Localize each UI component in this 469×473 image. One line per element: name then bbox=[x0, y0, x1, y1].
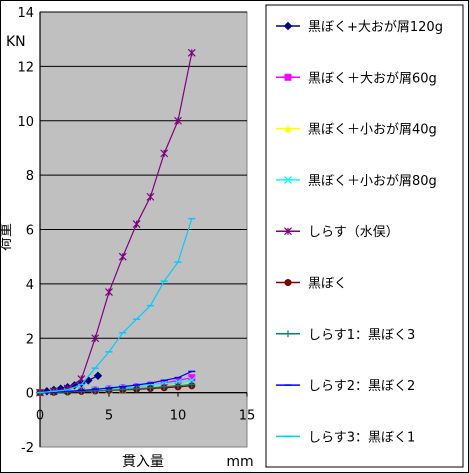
y-unit-label: KN bbox=[6, 34, 26, 50]
x-tick-label: 5 bbox=[105, 409, 113, 424]
data-point bbox=[188, 374, 196, 382]
legend-label: しらす（水俣） bbox=[308, 225, 399, 240]
series-5 bbox=[36, 48, 196, 397]
data-point bbox=[91, 334, 100, 343]
y-tick-label: 14 bbox=[17, 6, 34, 21]
x-tick-label: 10 bbox=[170, 409, 187, 424]
data-point bbox=[174, 376, 182, 384]
legend: 黒ぼく+大おが屑120g 黒ぼく＋大おが屑60g 黒ぼく＋小おが屑40g 黒ぼく＋小お… bbox=[276, 20, 443, 445]
legend-item: しらす1：黒ぼく3 bbox=[276, 328, 415, 343]
legend-label: 黒ぼく＋小おが屑80g bbox=[308, 174, 437, 189]
series-line bbox=[39, 52, 193, 394]
data-point bbox=[174, 116, 182, 125]
legend-label: 黒ぼく＋大おが屑60g bbox=[308, 71, 437, 86]
data-point bbox=[77, 387, 85, 395]
data-point bbox=[188, 380, 196, 388]
data-point bbox=[93, 371, 103, 380]
legend-marker bbox=[283, 21, 293, 31]
legend-label: 黒ぼく+大おが屑120g bbox=[308, 20, 443, 35]
legend-item: しらす（水俣） bbox=[276, 225, 399, 240]
x-axis-title: 貫入量 bbox=[122, 454, 164, 470]
y-tick-label: 4 bbox=[26, 278, 34, 293]
series-9 bbox=[36, 217, 196, 394]
y-tick-label: 8 bbox=[26, 169, 34, 184]
data-point bbox=[160, 383, 168, 391]
y-tick-label: 12 bbox=[17, 60, 34, 75]
legend-item: しらす2：黒ぼく2 bbox=[276, 379, 415, 394]
legend-box bbox=[265, 4, 464, 468]
y-tick-label: 2 bbox=[26, 332, 34, 347]
legend-marker bbox=[284, 227, 292, 236]
legend-marker bbox=[284, 279, 292, 286]
legend-label: 黒ぼく＋小おが屑40g bbox=[308, 123, 437, 138]
data-point bbox=[105, 288, 113, 296]
legend-label: しらす3：黒ぼく1 bbox=[308, 430, 415, 445]
legend-item: しらす3：黒ぼく1 bbox=[276, 430, 415, 445]
data-point bbox=[132, 220, 141, 228]
tick-labels: -2 0 2 4 6 8 10 12 14 0 5 10 15 bbox=[17, 6, 255, 456]
data-point bbox=[187, 48, 196, 57]
legend-marker bbox=[284, 175, 292, 184]
legend-marker bbox=[284, 330, 292, 338]
x-unit-label: mm bbox=[226, 454, 253, 470]
y-tick-label: -2 bbox=[21, 441, 34, 456]
data-point bbox=[146, 384, 154, 392]
legend-item: 黒ぼく＋小おが屑40g bbox=[276, 123, 437, 138]
data-point bbox=[91, 387, 99, 395]
legend-marker bbox=[284, 125, 292, 133]
legend-item: 黒ぼく bbox=[276, 277, 347, 292]
y-tick-label: 6 bbox=[26, 224, 34, 239]
legend-label: しらす2：黒ぼく2 bbox=[308, 379, 415, 394]
x-tick-label: 15 bbox=[239, 409, 256, 424]
y-tick-label: 0 bbox=[26, 387, 34, 402]
y-axis-title: 荷重 bbox=[0, 223, 14, 251]
data-point bbox=[174, 382, 182, 390]
grid-lines bbox=[40, 11, 247, 394]
legend-item: 黒ぼく+大おが屑120g bbox=[276, 20, 443, 35]
legend-label: しらす1：黒ぼく3 bbox=[308, 328, 415, 343]
data-point bbox=[160, 149, 169, 158]
y-tick-label: 10 bbox=[17, 115, 34, 130]
legend-item: 黒ぼく＋小おが屑80g bbox=[276, 174, 437, 189]
data-point bbox=[187, 376, 196, 385]
legend-label: 黒ぼく bbox=[308, 277, 347, 292]
x-tick-label: 0 bbox=[36, 409, 44, 424]
data-point bbox=[133, 385, 141, 393]
series-group bbox=[35, 48, 196, 397]
legend-item: 黒ぼく＋大おが屑60g bbox=[276, 71, 437, 86]
legend-marker bbox=[284, 73, 292, 81]
data-point bbox=[118, 252, 127, 261]
data-point bbox=[146, 192, 155, 201]
